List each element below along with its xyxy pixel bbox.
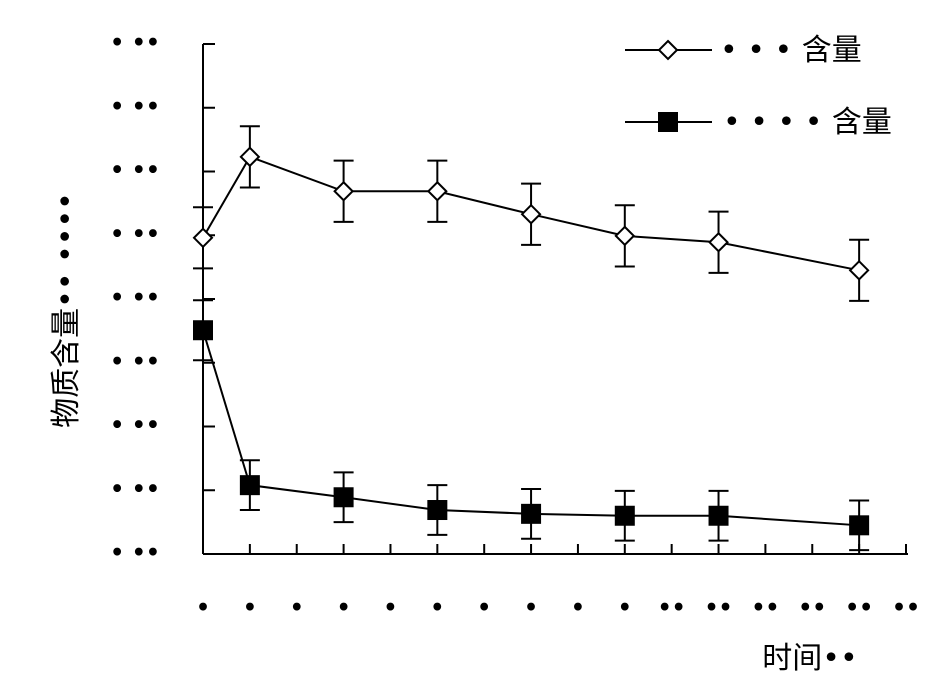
- data-point: [849, 515, 870, 536]
- legend-label: • • • • 含量: [723, 105, 892, 140]
- data-point: [614, 505, 635, 526]
- legend-marker: [658, 112, 678, 132]
- x-tick-label: •: [337, 595, 351, 621]
- x-tick-label: ••: [798, 595, 826, 621]
- data-point: [614, 225, 636, 247]
- data-point: [426, 180, 448, 202]
- data-point: [193, 320, 213, 341]
- data-point: [333, 180, 355, 202]
- x-tick-label: •: [430, 595, 444, 621]
- y-tick-label: • ••: [110, 413, 160, 439]
- y-tick-label: • ••: [110, 349, 160, 375]
- x-tick-label: ••: [658, 595, 686, 621]
- y-tick-label: • ••: [110, 476, 160, 502]
- x-tick-label: ••: [751, 595, 779, 621]
- y-tick-label: • ••: [110, 285, 160, 311]
- y-tick-label: • ••: [110, 94, 160, 120]
- x-tick-label: •: [383, 595, 397, 621]
- x-tick-label: •: [477, 595, 491, 621]
- data-point: [708, 231, 729, 253]
- y-axis-title: 物质含量•• ••••: [49, 192, 84, 428]
- y-tick-label: • ••: [110, 30, 160, 56]
- data-point: [848, 259, 870, 281]
- x-tick-label: •: [524, 595, 538, 621]
- x-tick-label: ••: [892, 595, 920, 621]
- y-tick-label: • ••: [110, 158, 160, 184]
- series-line: [202, 155, 860, 272]
- data-point: [521, 503, 542, 524]
- x-tick-label: ••: [704, 595, 732, 621]
- x-axis-title: 时间••: [762, 641, 857, 676]
- data-point: [239, 146, 261, 168]
- x-tick-label: •: [290, 595, 304, 621]
- data-point: [333, 487, 354, 508]
- data-point: [708, 505, 729, 526]
- legend-marker: [657, 39, 679, 61]
- data-point: [520, 203, 542, 225]
- data-point: [239, 475, 260, 496]
- x-tick-label: •: [571, 595, 585, 621]
- legend-label: • • • 含量: [720, 33, 862, 68]
- y-tick-label: • ••: [110, 540, 160, 566]
- series-line: [202, 329, 860, 527]
- x-tick-label: •: [243, 595, 257, 621]
- data-point: [427, 500, 448, 521]
- data-point: [192, 227, 214, 249]
- x-tick-label: ••: [845, 595, 873, 621]
- x-tick-label: •: [196, 595, 210, 621]
- x-tick-label: •: [618, 595, 632, 621]
- y-tick-label: • ••: [110, 221, 160, 247]
